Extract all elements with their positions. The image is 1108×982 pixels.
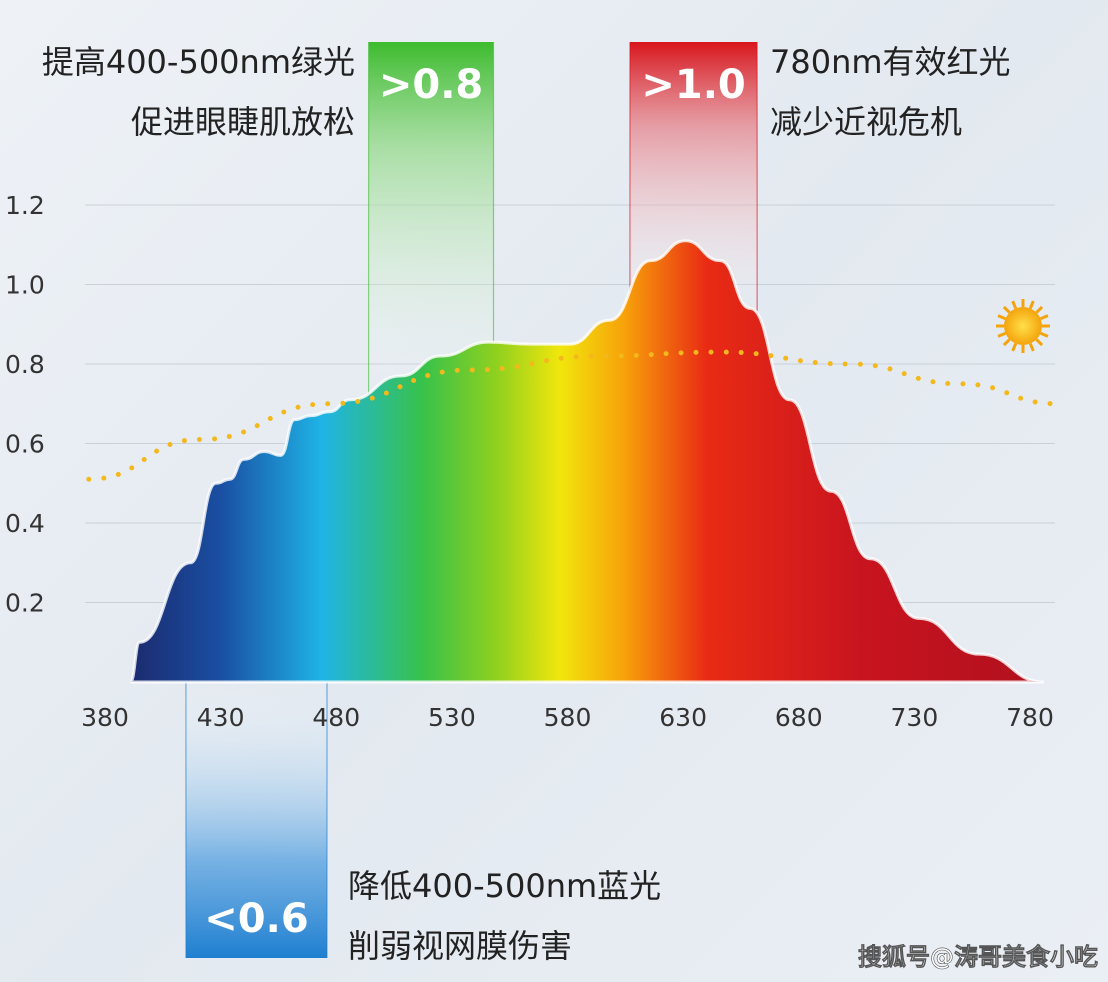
annotation-box: [185, 682, 328, 958]
x-tick-label: 630: [659, 703, 707, 732]
sun-ray: [1002, 305, 1011, 314]
x-tick-label: 730: [891, 703, 939, 732]
y-tick-label: 0.2: [5, 589, 45, 618]
sun-icon: [996, 299, 1050, 353]
sun-ray: [1035, 305, 1044, 314]
sun-ray: [997, 331, 1007, 338]
x-tick-label: 480: [312, 703, 360, 732]
spectrum-area: [128, 239, 1044, 684]
annotation-caption: 促进眼睫肌放松: [131, 103, 355, 141]
sun-ray: [1035, 338, 1044, 347]
y-tick-label: 1.2: [5, 191, 45, 220]
annotation-caption: 减少近视危机: [770, 103, 962, 141]
badge-value: >1.0: [641, 62, 745, 108]
highlight-band: [368, 42, 494, 400]
annotation-caption: 降低400-500nm蓝光: [348, 867, 661, 905]
x-tick-label: 530: [428, 703, 476, 732]
sun-ray: [997, 314, 1007, 321]
badge-value: <0.6: [204, 896, 308, 942]
sun-ray: [1028, 342, 1035, 352]
highlight-band: [185, 682, 327, 958]
sun-ray: [1039, 331, 1049, 338]
x-tick-label: 380: [81, 703, 129, 732]
x-tick-label: 580: [544, 703, 592, 732]
sun-ray: [1002, 338, 1011, 347]
sunlight-curve: [86, 349, 1061, 482]
sun-ray: [1011, 300, 1018, 310]
annotation-caption: 提高400-500nm绿光: [42, 43, 355, 81]
sun-ray: [1039, 314, 1049, 321]
sun-ray: [1028, 300, 1035, 310]
annotation-box: [368, 42, 495, 682]
x-tick-label: 430: [197, 703, 245, 732]
sun-ray: [1011, 342, 1018, 352]
annotation-caption: 780nm有效红光: [770, 43, 1011, 81]
y-tick-label: 1.0: [5, 271, 45, 300]
y-tick-label: 0.8: [5, 350, 45, 379]
y-tick-label: 0.6: [5, 430, 45, 459]
watermark: 搜狐号@涛哥美食小吃: [858, 943, 1098, 971]
x-tick-label: 680: [775, 703, 823, 732]
x-tick-label: 780: [1006, 703, 1054, 732]
y-tick-label: 0.4: [5, 509, 45, 538]
annotation-caption: 削弱视网膜伤害: [348, 927, 572, 965]
badge-value: >0.8: [379, 62, 483, 108]
